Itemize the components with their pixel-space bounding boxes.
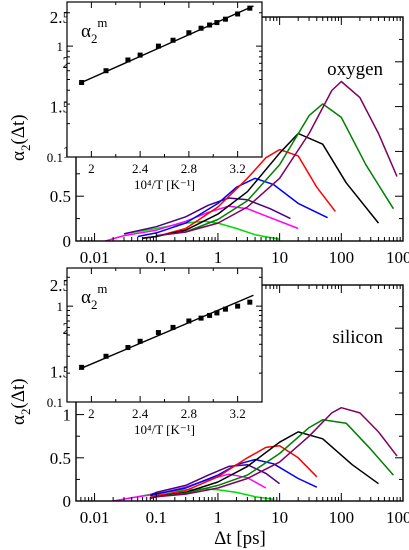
silicon-ytick-label: 1: [63, 406, 72, 425]
silicon-xtick-label: 100: [329, 508, 355, 527]
oxygen-xtick-label: 1: [214, 248, 223, 267]
oxygen-series-4: [137, 177, 328, 238]
oxygen-panel: 0 0.5 1 1.5 2 2.5 0.01 0.1 1 10 100 1000 oxygen α2(Δt…: [8, 1, 409, 267]
silicon-xtick-label: 0.01: [80, 508, 110, 527]
silicon-xtick-label: 0.1: [146, 508, 167, 527]
oxygen-series-3: [123, 197, 291, 235]
silicon-inset-xtick-label: 2.4: [132, 406, 149, 421]
oxygen-xtick-label: 100: [329, 248, 355, 267]
silicon-ylabel: α2(Δt): [8, 378, 33, 425]
oxygen-inset-point: [79, 79, 85, 85]
silicon-inset-frame: [66, 267, 263, 403]
oxygen-inset-label: α2m: [81, 15, 107, 46]
silicon-inset-point: [125, 345, 131, 351]
silicon-xtick-label: 1: [214, 508, 223, 527]
oxygen-inset-point: [207, 22, 213, 28]
silicon-inset-ytick-label: 0.1: [47, 395, 63, 410]
oxygen-ylabel: α2(Δt): [8, 114, 33, 161]
silicon-inset-xtick-label: 3.2: [230, 406, 246, 421]
oxygen-inset-point: [155, 43, 161, 49]
oxygen-inset-ytick-label: 0.1: [47, 150, 63, 165]
oxygen-series-2: [105, 205, 299, 242]
silicon-inset-xtick-label: 2.8: [181, 406, 197, 421]
oxygen-xtick-label: 1000: [386, 248, 409, 267]
silicon-series-4: [150, 458, 318, 497]
silicon-inset-xlabel: 10⁴/T [K⁻¹]: [134, 422, 195, 437]
oxygen-inset-point: [186, 30, 192, 36]
silicon-xtick-label: 1000: [386, 508, 409, 527]
silicon-series-2: [112, 473, 267, 502]
silicon-inset-point: [222, 306, 228, 312]
oxygen-ytick-label: 2.5: [50, 8, 71, 27]
silicon-xtick-label: 10: [271, 508, 288, 527]
oxygen-inset-point: [170, 37, 176, 43]
oxygen-series-7: [156, 103, 395, 237]
oxygen-inset-xtick-label: 3.2: [230, 161, 246, 176]
silicon-inset-point: [207, 312, 213, 318]
silicon-inset-point: [155, 330, 161, 336]
silicon-series-5: [150, 444, 318, 499]
silicon-inset-point: [214, 310, 220, 316]
oxygen-ytick-label: 0: [63, 232, 72, 251]
silicon-series-8: [150, 406, 398, 500]
silicon-inset-point: [198, 315, 204, 321]
oxygen-annotation: oxygen: [327, 59, 383, 80]
silicon-inset-point: [137, 338, 143, 344]
silicon-xlabel: Δt [ps]: [214, 528, 266, 549]
silicon-inset-xtick-label: 2: [88, 406, 95, 421]
silicon-inset-label: α2m: [81, 281, 107, 312]
oxygen-inset-point: [214, 20, 220, 26]
silicon-ytick-label: 1.5: [50, 362, 71, 381]
oxygen-inset-point: [103, 68, 109, 74]
oxygen-xtick-label: 0.01: [80, 248, 110, 267]
oxygen-inset-xtick-label: 2.4: [132, 161, 149, 176]
oxygen-xtick-label: 10: [271, 248, 288, 267]
oxygen-series-1: [123, 220, 280, 240]
silicon-inset-point: [186, 318, 192, 324]
silicon-ytick-label: 2.5: [50, 276, 71, 295]
oxygen-series-8: [156, 80, 398, 237]
oxygen-inset-ytick-label: 1: [57, 39, 64, 54]
silicon-ytick-label: 0: [63, 492, 72, 511]
oxygen-inset-point: [198, 25, 204, 31]
silicon-annotation: silicon: [332, 327, 383, 348]
silicon-inset-point: [170, 324, 176, 330]
silicon-inset-point: [103, 353, 109, 359]
silicon-panel: 00.511.522.50.010.11101001000siliconα2(Δ…: [8, 267, 409, 549]
silicon-inset-point: [79, 364, 85, 370]
silicon-inset-ytick-label: 1: [57, 299, 64, 314]
oxygen-inset-point: [247, 5, 253, 11]
silicon-series-3: [150, 463, 281, 496]
oxygen-inset-point: [137, 52, 143, 58]
oxygen-inset-point: [222, 16, 228, 22]
oxygen-inset-frame: [66, 1, 263, 158]
oxygen-series-5: [142, 148, 336, 240]
silicon-inset-point: [247, 299, 253, 305]
oxygen-inset-point: [125, 57, 131, 63]
oxygen-ytick-label: 1.5: [50, 98, 71, 117]
oxygen-inset-point: [235, 11, 241, 17]
oxygen-inset-xtick-label: 2: [88, 161, 95, 176]
silicon-ytick-label: 0.5: [50, 449, 71, 468]
oxygen-xtick-label: 0.1: [146, 248, 167, 267]
silicon-inset-point: [235, 303, 241, 309]
oxygen-inset-xlabel: 10⁴/T [K⁻¹]: [134, 177, 195, 192]
oxygen-inset-xtick-label: 2.8: [181, 161, 197, 176]
oxygen-ytick-label: 0.5: [50, 187, 71, 206]
